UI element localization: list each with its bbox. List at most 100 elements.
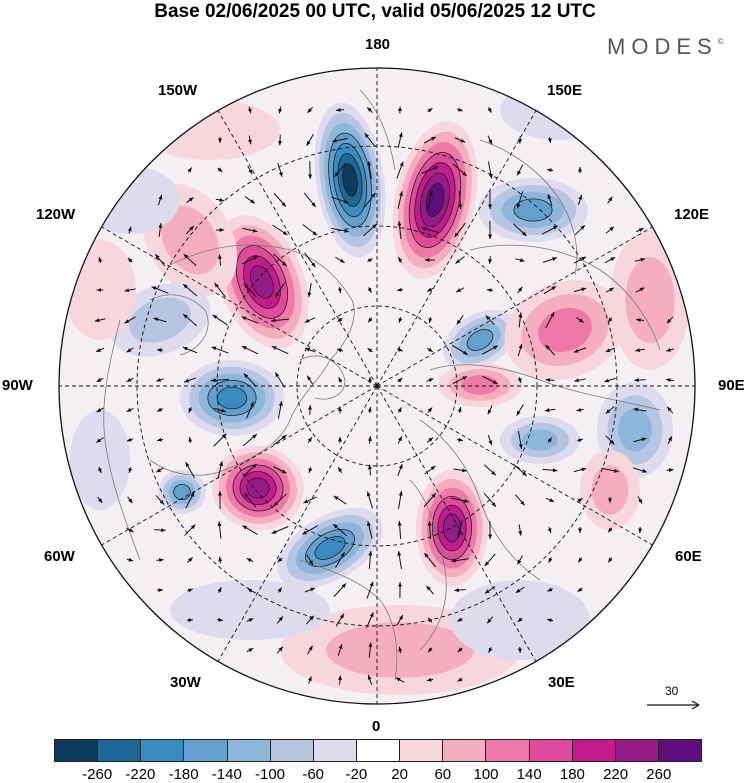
- wind-vector-arrow: [398, 646, 403, 654]
- wind-vector-arrow: [156, 467, 164, 473]
- wind-vector-arrow: [397, 407, 402, 413]
- wind-vector-arrow: [277, 163, 283, 177]
- wind-vector-arrow: [486, 616, 494, 624]
- wind-vector-arrow: [577, 587, 583, 593]
- meridian-line: [217, 385, 378, 662]
- wind-vector-arrow: [276, 616, 284, 624]
- lon-label-120w: 120W: [36, 206, 76, 223]
- colorbar-swatch: [356, 740, 401, 761]
- wind-vector-arrow: [96, 437, 104, 443]
- wind-vector-arrow: [605, 435, 615, 445]
- wind-vector-arrow: [637, 496, 643, 504]
- wind-vector-arrow: [487, 434, 493, 446]
- wind-vector-arrow: [396, 161, 404, 179]
- wind-vector-arrow: [97, 496, 103, 504]
- meridian-line: [376, 385, 653, 546]
- wind-vector-arrow: [573, 347, 587, 353]
- colorbar-swatch: [615, 740, 659, 761]
- wind-vector-arrow: [423, 552, 437, 568]
- wind-vector-arrow: [368, 642, 373, 658]
- wind-vector-arrow: [217, 167, 223, 173]
- wind-vector-arrow: [483, 492, 497, 508]
- wind-vector-arrow: [272, 224, 288, 236]
- wind-vector-arrow: [517, 617, 523, 623]
- wind-vector-arrow: [397, 463, 403, 477]
- wind-vector-arrow: [364, 192, 376, 208]
- wind-vector-arrow: [335, 256, 345, 264]
- wind-vector-arrow: [427, 107, 433, 113]
- wind-vector-arrow: [423, 136, 437, 144]
- wind-vector-arrow: [126, 527, 134, 533]
- wind-vector-arrow: [487, 405, 493, 415]
- wind-vector-arrow: [576, 438, 584, 443]
- wind-vector-arrow: [457, 406, 462, 414]
- wind-vector-arrow: [94, 318, 106, 323]
- wind-vector-arrow: [333, 583, 347, 597]
- anomaly-contour: [618, 408, 652, 452]
- wind-vector-arrow: [542, 257, 558, 263]
- wind-vector-arrow: [397, 191, 403, 209]
- wind-vector-arrow: [576, 407, 584, 412]
- colorbar-tick-label: -100: [254, 766, 286, 783]
- wind-vector-arrow: [665, 378, 675, 383]
- wind-vector-arrow: [243, 283, 257, 297]
- wind-vector-arrow: [605, 406, 615, 414]
- wind-vector-arrow: [454, 222, 466, 238]
- wind-vector-arrow: [156, 558, 164, 563]
- wind-vector-arrow: [667, 436, 673, 444]
- colorbar-swatch: [270, 740, 314, 761]
- wind-vector-arrow: [456, 617, 464, 622]
- wind-vector-arrow: [157, 194, 163, 206]
- wind-vector-arrow: [573, 467, 587, 473]
- wind-vector-arrow: [188, 407, 193, 413]
- colorbar-swatch: [141, 740, 185, 761]
- wind-vector-arrow: [397, 551, 402, 569]
- wind-vector-arrow: [546, 618, 554, 623]
- wind-vector-arrow: [186, 197, 194, 203]
- wind-vector-arrow: [187, 588, 193, 593]
- wind-vector-arrow: [577, 194, 583, 206]
- colorbar-swatch: [227, 740, 271, 761]
- wind-vector-arrow: [306, 375, 314, 385]
- wind-vector-arrow: [217, 521, 222, 539]
- wind-vector-arrow: [573, 287, 587, 293]
- wind-vector-arrow: [188, 436, 193, 444]
- wind-vector-arrow: [545, 311, 555, 329]
- vector-scale-label: 30: [665, 684, 679, 698]
- map-disc: [59, 68, 695, 704]
- wind-vector-arrow: [156, 377, 164, 382]
- wind-vector-arrow: [271, 345, 289, 355]
- colorbar-tick-label: -260: [82, 766, 113, 783]
- wind-vector-arrow: [427, 520, 432, 540]
- wind-vector-arrow: [214, 282, 226, 298]
- wind-vector-arrow: [488, 256, 493, 264]
- wind-vector-arrow: [666, 468, 674, 473]
- colorbar-swatch: [572, 740, 616, 761]
- wind-vector-arrow: [185, 225, 195, 235]
- wind-vector-arrow: [455, 287, 465, 293]
- wind-vector-arrow: [423, 492, 437, 508]
- wind-vector-arrow: [126, 437, 134, 442]
- wind-vector-arrow: [516, 164, 524, 176]
- wind-vector-arrow: [270, 318, 290, 323]
- wind-vector-arrow: [576, 316, 584, 324]
- wind-vector-arrow: [337, 466, 343, 474]
- map-boundary: [58, 67, 696, 705]
- wind-vector-arrow: [546, 168, 554, 173]
- wind-vector-arrow: [396, 287, 404, 292]
- anomaly-contour: [80, 166, 180, 234]
- colorbar-swatch: [529, 740, 573, 761]
- wind-vector-arrow: [426, 437, 434, 443]
- wind-vector-arrow: [424, 465, 436, 475]
- wind-vector-arrow: [187, 167, 193, 173]
- wind-vector-arrow: [331, 196, 349, 204]
- wind-vector-arrow: [396, 614, 404, 626]
- modes-logo: MODES©: [607, 34, 724, 60]
- wind-vector-arrow: [306, 133, 314, 147]
- colorbar-tick-label: 20: [391, 766, 408, 783]
- wind-vector-arrow: [457, 522, 463, 538]
- colorbar-tick-label: -180: [168, 766, 199, 783]
- wind-vector-arrow: [155, 495, 165, 505]
- wind-vector-arrow: [481, 345, 499, 355]
- wind-vector-arrow: [273, 434, 287, 446]
